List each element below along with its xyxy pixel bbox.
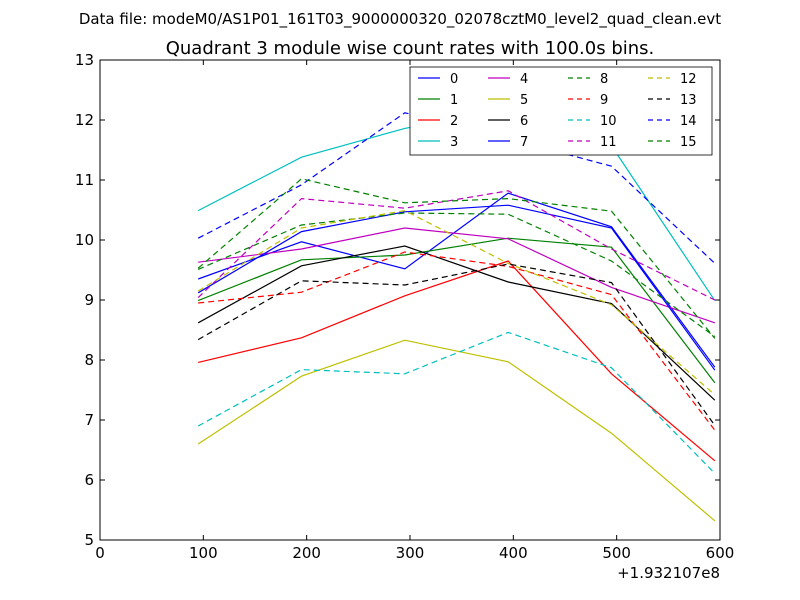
series-line-13: [197, 263, 716, 426]
legend-label-0: 0: [450, 72, 458, 87]
y-tick-label: 10: [75, 231, 94, 249]
x-tick-label: 500: [602, 544, 631, 562]
series-line-9: [198, 251, 716, 431]
y-tick-label: 7: [84, 411, 94, 429]
series-line-4: [198, 227, 716, 324]
legend-label-13: 13: [680, 93, 697, 108]
x-tick-label: 100: [189, 544, 218, 562]
x-tick-label: 400: [499, 544, 528, 562]
x-tick-label: 600: [706, 544, 735, 562]
y-tick-label: 5: [84, 531, 94, 549]
legend-label-2: 2: [450, 114, 458, 129]
legend-label-1: 1: [450, 93, 458, 108]
x-tick-label: 300: [396, 544, 425, 562]
series-line-6: [197, 245, 716, 401]
legend-label-7: 7: [520, 135, 528, 150]
legend-label-6: 6: [520, 114, 528, 129]
legend-label-5: 5: [520, 93, 528, 108]
series-line-5: [197, 339, 716, 522]
legend-label-4: 4: [520, 72, 528, 87]
legend-box: [409, 66, 713, 156]
legend-label-14: 14: [680, 114, 697, 129]
series-line-1: [197, 237, 716, 384]
chart-title: Quadrant 3 module wise count rates with …: [166, 38, 655, 59]
series-line-12: [197, 209, 716, 396]
legend-label-15: 15: [680, 135, 697, 150]
series-line-11: [197, 190, 716, 301]
y-tick-label: 11: [75, 171, 94, 189]
legend-label-12: 12: [680, 72, 697, 87]
series-line-2: [198, 260, 716, 462]
legend-label-9: 9: [600, 93, 608, 108]
legend-label-8: 8: [600, 72, 608, 87]
data-file-suptitle: Data file: modeM0/AS1P01_161T03_90000003…: [79, 10, 721, 29]
series-line-0: [197, 192, 716, 368]
x-offset-label: +1.932107e8: [617, 564, 720, 582]
y-tick-label: 12: [75, 111, 94, 129]
legend-label-10: 10: [600, 114, 617, 129]
y-tick-label: 9: [84, 291, 94, 309]
series-line-10: [197, 331, 716, 474]
y-tick-label: 13: [75, 51, 94, 69]
x-axis: 0 100 200 300 400 500 600: [95, 60, 734, 562]
plot-lines: [197, 107, 716, 522]
series-line-8: [197, 212, 716, 338]
legend-label-11: 11: [600, 135, 617, 150]
y-tick-label: 8: [84, 351, 94, 369]
y-tick-label: 6: [84, 471, 94, 489]
series-line-15: [197, 178, 716, 339]
x-tick-label: 200: [292, 544, 321, 562]
series-line-7: [197, 204, 716, 371]
x-tick-label: 0: [95, 544, 105, 562]
legend-label-3: 3: [450, 135, 458, 150]
